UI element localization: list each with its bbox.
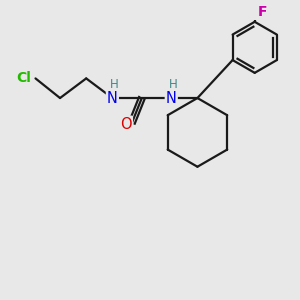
Text: N: N [166, 91, 177, 106]
Text: F: F [258, 5, 268, 19]
Text: H: H [110, 78, 118, 91]
Text: H: H [169, 78, 177, 91]
Text: O: O [120, 117, 132, 132]
Text: Cl: Cl [17, 71, 32, 85]
Text: N: N [107, 91, 118, 106]
